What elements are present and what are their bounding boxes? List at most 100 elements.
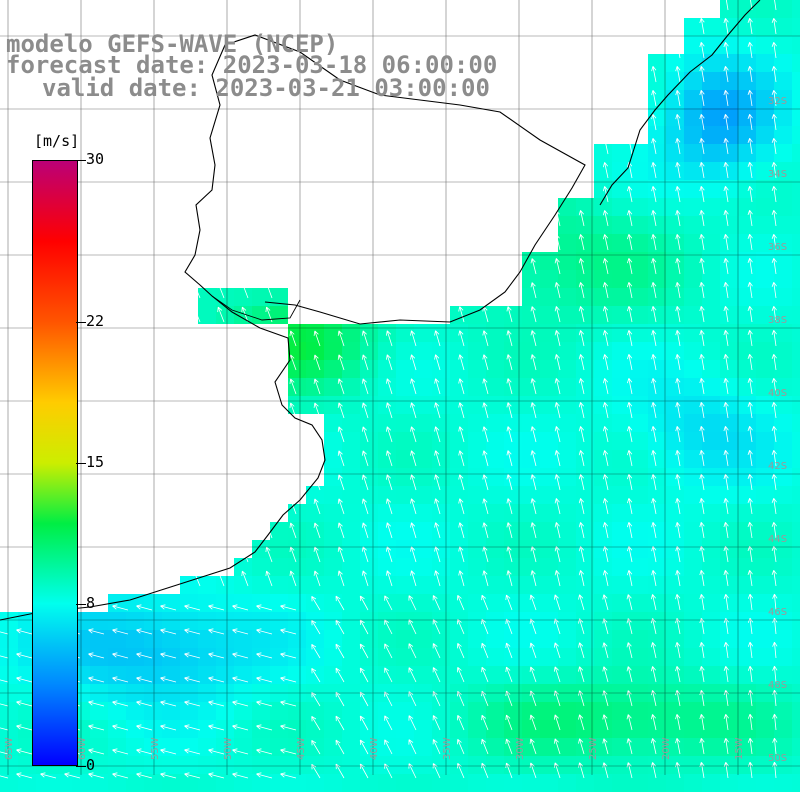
wind-arrow	[280, 652, 297, 659]
wind-cell	[630, 756, 648, 774]
wind-cell	[270, 738, 288, 756]
wind-cell	[396, 468, 414, 486]
wind-cell	[522, 324, 540, 342]
wind-cell	[486, 594, 504, 612]
wind-cell	[558, 558, 576, 576]
lat-lon-grid	[0, 0, 800, 775]
wind-arrow	[699, 737, 705, 755]
wind-arrow	[650, 594, 657, 611]
wind-cell	[360, 558, 378, 576]
wind-cell	[522, 720, 540, 738]
wind-cell	[558, 540, 576, 558]
wind-arrow	[88, 724, 105, 731]
wind-arrow	[136, 628, 153, 635]
wind-arrow	[481, 738, 489, 755]
wind-arrow	[311, 763, 321, 779]
wind-cell	[756, 756, 774, 774]
wind-cell	[756, 576, 774, 594]
wind-arrow	[627, 210, 633, 227]
wind-cell	[288, 378, 306, 396]
wind-arrow	[505, 666, 513, 683]
wind-cell	[756, 18, 774, 36]
wind-arrow	[578, 258, 585, 275]
wind-arrow	[458, 330, 465, 347]
wind-cell	[630, 162, 648, 180]
wind-cell	[774, 666, 792, 684]
wind-cell	[540, 540, 558, 558]
wind-cell	[270, 576, 288, 594]
wind-cell	[324, 504, 342, 522]
wind-arrow	[723, 473, 729, 491]
wind-arrow	[386, 450, 393, 467]
wind-cell	[792, 396, 800, 414]
wind-cell	[648, 648, 666, 666]
wind-cell	[396, 666, 414, 684]
wind-arrow	[313, 378, 321, 395]
wind-cell	[414, 360, 432, 378]
wind-cell	[450, 342, 468, 360]
wind-arrow	[578, 330, 585, 347]
wind-cell	[702, 738, 720, 756]
wind-arrow	[578, 210, 585, 227]
wind-cell	[0, 666, 18, 684]
wind-cell	[324, 468, 342, 486]
wind-cell	[756, 234, 774, 252]
wind-cell	[522, 648, 540, 666]
wind-cell	[144, 702, 162, 720]
wind-cell	[360, 648, 378, 666]
wind-arrow	[289, 570, 297, 587]
wind-cell	[630, 324, 648, 342]
wind-cell	[576, 612, 594, 630]
wind-cell	[558, 702, 576, 720]
wind-arrow	[458, 522, 465, 539]
wind-cell	[144, 612, 162, 630]
wind-arrow	[651, 498, 657, 515]
wind-cell	[180, 630, 198, 648]
wind-cell	[702, 162, 720, 180]
wind-cell	[774, 90, 792, 108]
wind-cell	[306, 756, 324, 774]
wind-arrow	[771, 185, 777, 203]
wind-cell	[360, 630, 378, 648]
wind-cell	[756, 522, 774, 540]
wind-arrow	[699, 353, 705, 371]
wind-cell	[558, 234, 576, 252]
wind-cell	[288, 612, 306, 630]
latitude-label: 48S	[768, 680, 787, 691]
wind-cell	[774, 198, 792, 216]
wind-cell	[540, 738, 558, 756]
wind-arrow	[458, 354, 465, 371]
wind-cell	[576, 234, 594, 252]
wind-arrow	[530, 306, 537, 323]
wind-cell	[630, 702, 648, 720]
wind-cell	[108, 594, 126, 612]
wind-cell	[702, 774, 720, 792]
wind-cell	[666, 108, 684, 126]
wind-cell	[504, 360, 522, 378]
wind-cell	[702, 180, 720, 198]
wind-arrow	[602, 402, 609, 419]
wind-arrow	[313, 354, 321, 371]
wind-cell	[558, 594, 576, 612]
wind-cell	[666, 432, 684, 450]
wind-cell	[558, 252, 576, 270]
wind-arrow	[208, 604, 225, 611]
wind-arrow	[771, 113, 777, 131]
wind-arrow	[651, 450, 657, 467]
wind-cell	[756, 288, 774, 306]
wind-cell	[666, 666, 684, 684]
wind-cell	[702, 378, 720, 396]
wind-arrow	[136, 676, 153, 683]
wind-cell	[666, 396, 684, 414]
wind-arrow	[723, 113, 729, 131]
wind-arrow	[136, 748, 153, 755]
wind-cell	[378, 432, 396, 450]
wind-arrow	[506, 330, 513, 347]
wind-arrow	[482, 402, 489, 419]
wind-cell	[792, 720, 800, 738]
wind-cell	[180, 594, 198, 612]
wind-cell	[612, 774, 630, 792]
wind-arrow	[265, 522, 273, 539]
wind-cell	[216, 702, 234, 720]
wind-arrow	[771, 137, 777, 155]
